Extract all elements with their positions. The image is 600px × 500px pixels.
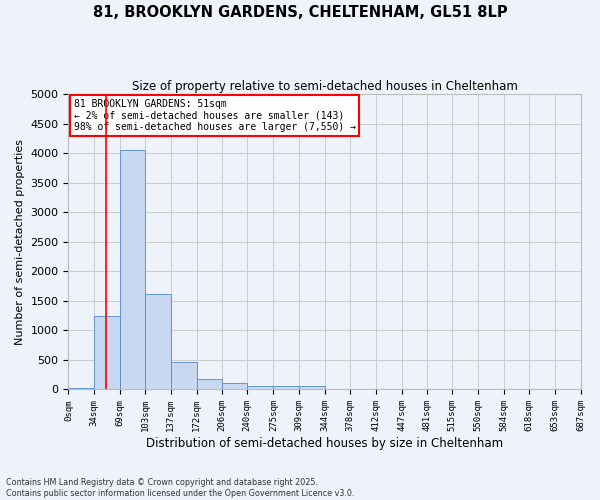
- Bar: [120, 150, 145, 390]
- Text: Contains HM Land Registry data © Crown copyright and database right 2025.
Contai: Contains HM Land Registry data © Crown c…: [6, 478, 355, 498]
- Bar: [197, 378, 222, 390]
- X-axis label: Distribution of semi-detached houses by size in Cheltenham: Distribution of semi-detached houses by …: [146, 437, 503, 450]
- Bar: [299, 386, 325, 390]
- Bar: [68, 388, 94, 390]
- Bar: [222, 383, 247, 390]
- Bar: [170, 362, 197, 390]
- Bar: [325, 388, 350, 390]
- Bar: [247, 386, 274, 390]
- Text: 81, BROOKLYN GARDENS, CHELTENHAM, GL51 8LP: 81, BROOKLYN GARDENS, CHELTENHAM, GL51 8…: [92, 5, 508, 20]
- Title: Size of property relative to semi-detached houses in Cheltenham: Size of property relative to semi-detach…: [131, 80, 517, 93]
- Bar: [145, 294, 170, 390]
- Text: 81 BROOKLYN GARDENS: 51sqm
← 2% of semi-detached houses are smaller (143)
98% of: 81 BROOKLYN GARDENS: 51sqm ← 2% of semi-…: [74, 98, 356, 132]
- Bar: [274, 386, 299, 390]
- Y-axis label: Number of semi-detached properties: Number of semi-detached properties: [15, 139, 25, 345]
- Bar: [94, 316, 120, 390]
